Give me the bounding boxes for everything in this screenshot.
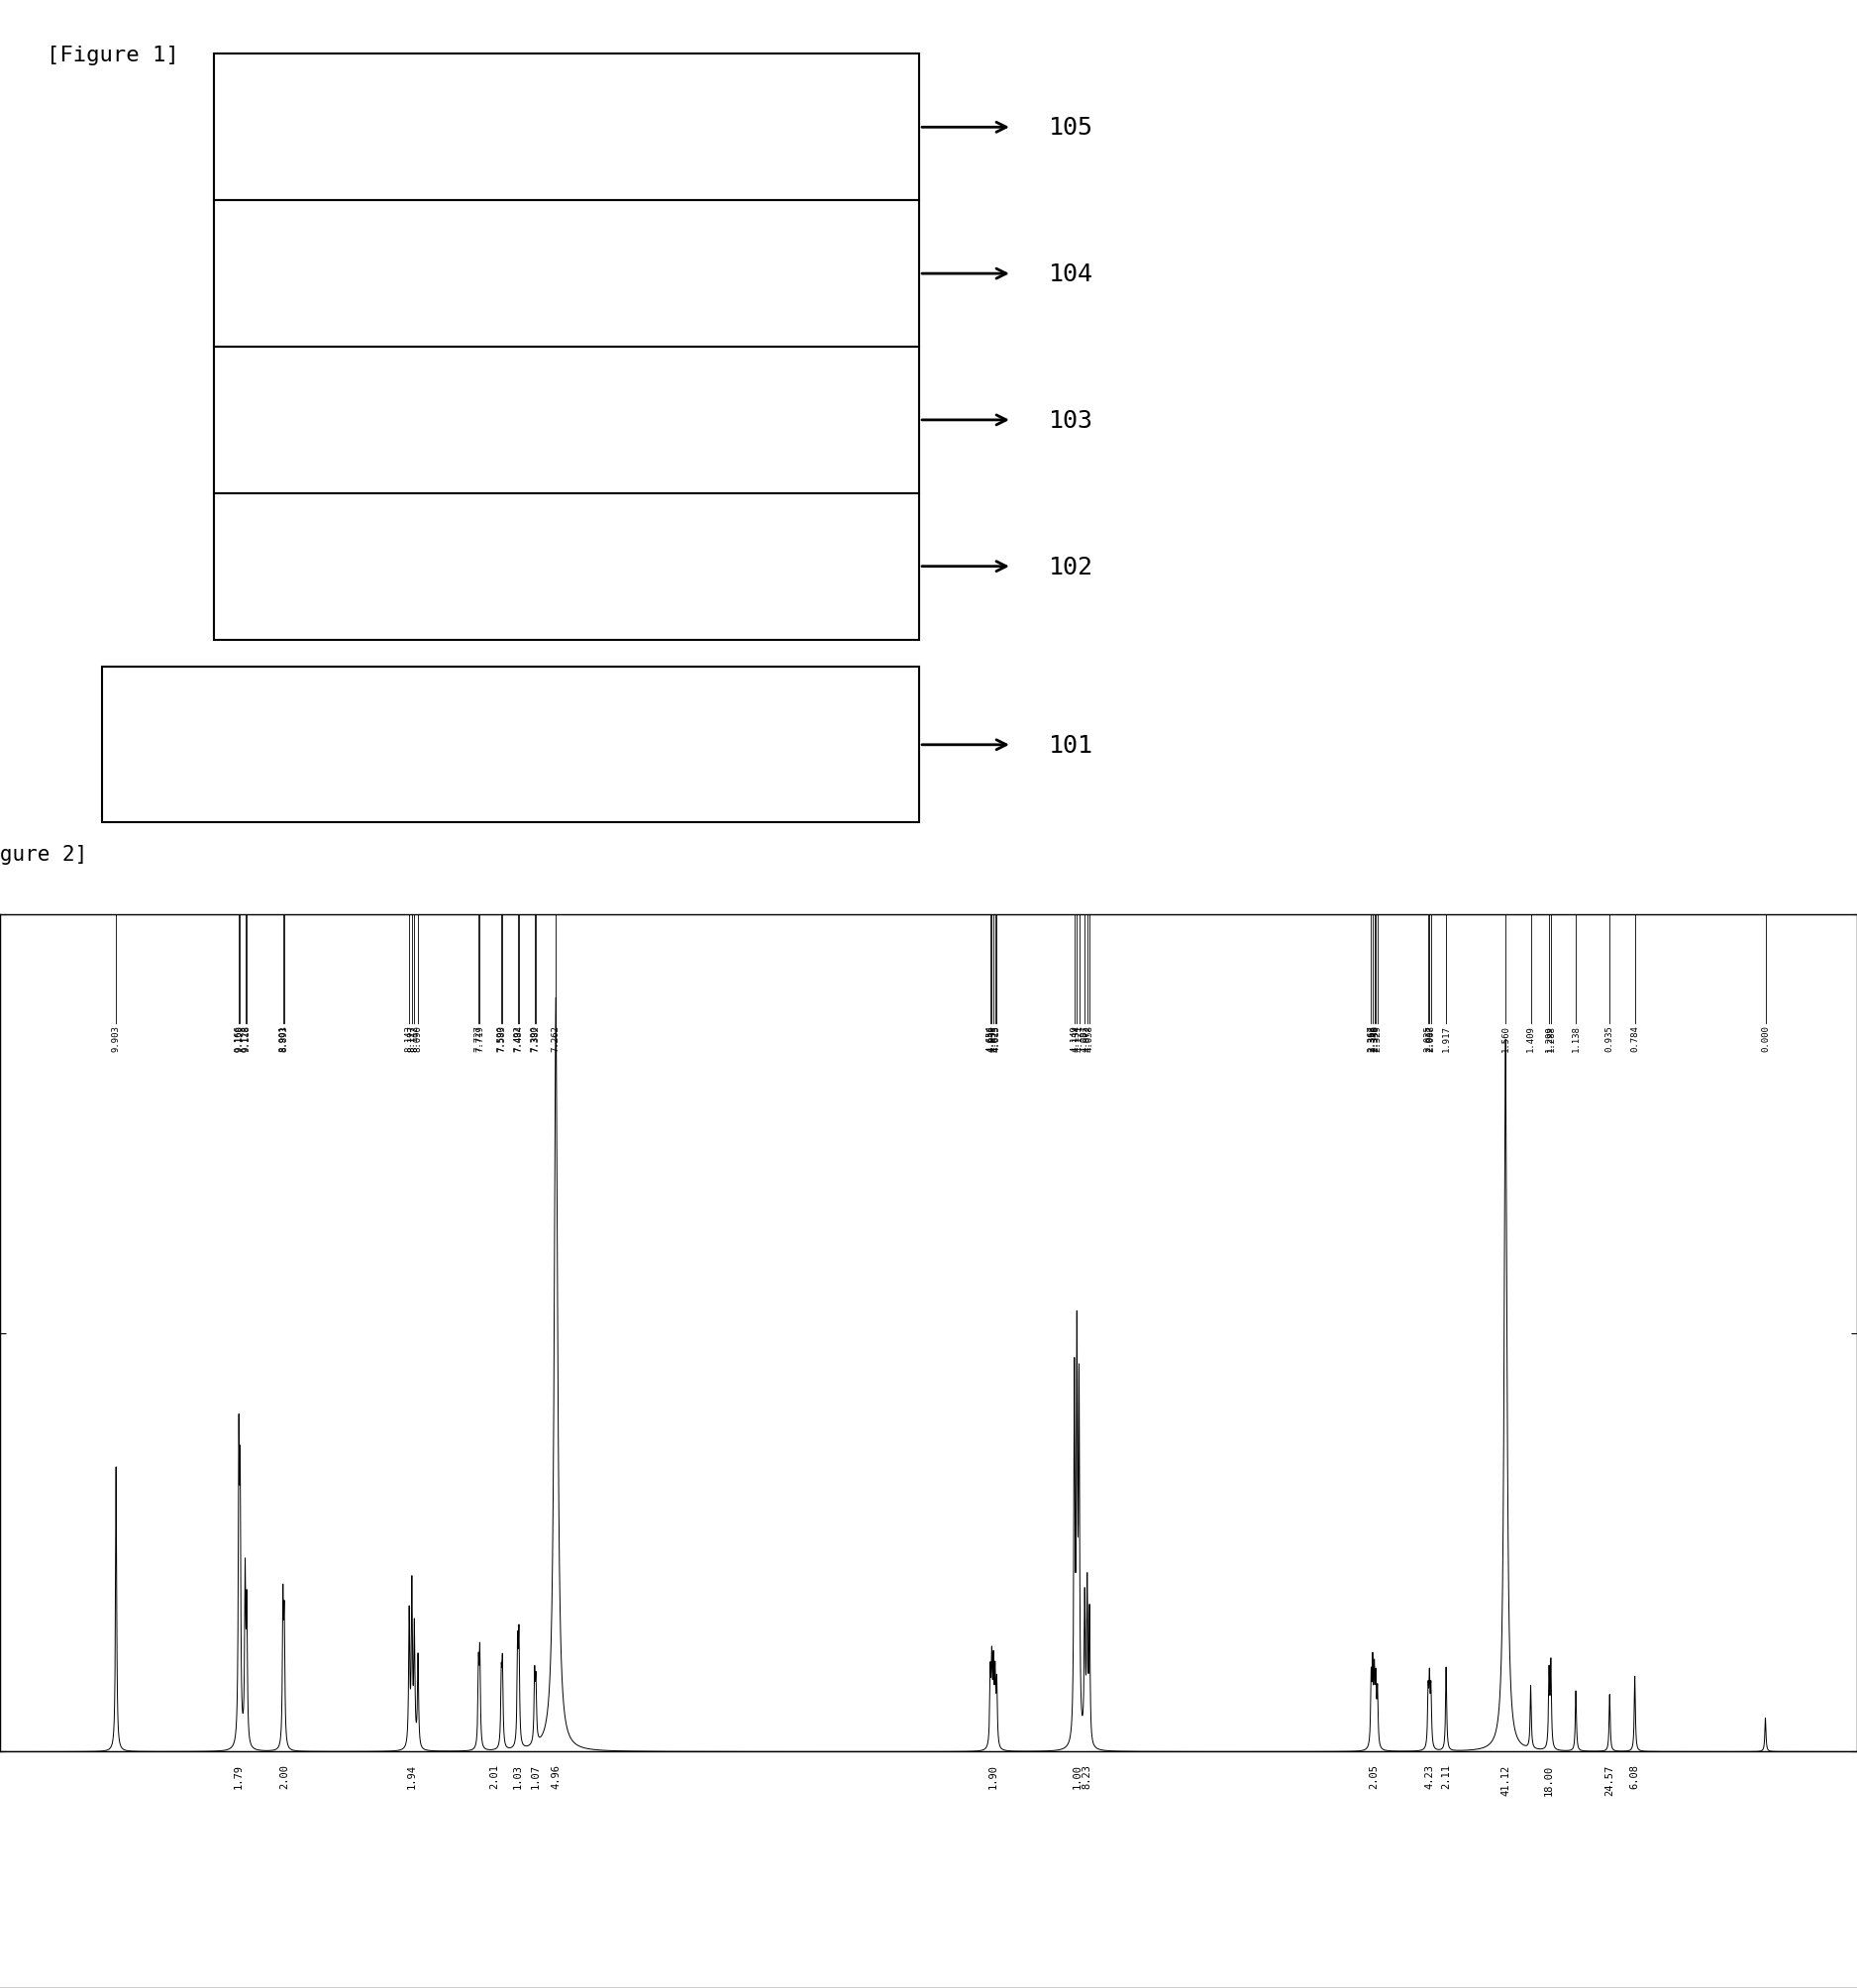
Text: 2.348: 2.348: [1370, 1026, 1378, 1052]
Text: 7.727: 7.727: [474, 1026, 483, 1052]
Text: 4.615: 4.615: [992, 1026, 1001, 1052]
Text: 2.00: 2.00: [279, 1763, 290, 1789]
Text: 4.654: 4.654: [986, 1026, 995, 1052]
Text: 41.12: 41.12: [1500, 1763, 1510, 1795]
Text: 2.017: 2.017: [1424, 1026, 1434, 1052]
Text: 7.390: 7.390: [529, 1026, 539, 1052]
Text: 7.719: 7.719: [475, 1026, 485, 1052]
Text: 8.893: 8.893: [280, 1026, 288, 1052]
Text: 2.329: 2.329: [1372, 1026, 1382, 1052]
Text: 2.11: 2.11: [1441, 1763, 1450, 1789]
Text: 4.058: 4.058: [1084, 1026, 1094, 1052]
Bar: [214, 201, 919, 348]
Text: 2.01: 2.01: [490, 1763, 500, 1789]
Text: 9.158: 9.158: [236, 1026, 245, 1052]
Text: 7.382: 7.382: [531, 1026, 540, 1052]
Text: 1.79: 1.79: [234, 1763, 243, 1789]
Text: 8.23: 8.23: [1083, 1763, 1092, 1789]
Text: 0.935: 0.935: [1604, 1026, 1614, 1052]
Text: 4.645: 4.645: [988, 1026, 995, 1052]
Text: 101: 101: [1049, 734, 1094, 757]
Text: 0.784: 0.784: [1630, 1026, 1640, 1052]
Text: 8.901: 8.901: [279, 1026, 288, 1052]
Text: 7.492: 7.492: [513, 1026, 522, 1052]
Text: 1.138: 1.138: [1571, 1026, 1580, 1052]
Bar: [214, 348, 919, 493]
Text: 8.090: 8.090: [414, 1026, 423, 1052]
Text: 9.166: 9.166: [234, 1026, 243, 1052]
Bar: [214, 493, 919, 640]
Text: 8.127: 8.127: [407, 1026, 416, 1052]
Text: 4.625: 4.625: [990, 1026, 999, 1052]
Bar: [214, 56, 919, 201]
Text: 105: 105: [1049, 115, 1094, 139]
Text: 1.299: 1.299: [1545, 1026, 1554, 1052]
Text: 7.262: 7.262: [552, 1026, 561, 1052]
Text: 4.23: 4.23: [1424, 1763, 1434, 1789]
Text: 4.96: 4.96: [552, 1763, 561, 1789]
Text: 9.128: 9.128: [241, 1026, 249, 1052]
Text: 2.025: 2.025: [1424, 1026, 1432, 1052]
Text: 1.288: 1.288: [1547, 1026, 1556, 1052]
Text: 1.409: 1.409: [1526, 1026, 1536, 1052]
Text: 7.590: 7.590: [498, 1026, 505, 1052]
Text: 8.112: 8.112: [410, 1026, 420, 1052]
Text: 103: 103: [1049, 410, 1094, 433]
Text: 1.917: 1.917: [1441, 1026, 1450, 1052]
Text: 4.121: 4.121: [1075, 1026, 1083, 1052]
Text: 24.57: 24.57: [1604, 1763, 1614, 1795]
Text: 1.07: 1.07: [531, 1763, 540, 1789]
Text: 18.00: 18.00: [1545, 1763, 1554, 1795]
Text: 8.143: 8.143: [405, 1026, 414, 1052]
Bar: [102, 668, 919, 823]
Text: 2.367: 2.367: [1367, 1026, 1376, 1052]
Text: 2.008: 2.008: [1426, 1026, 1435, 1052]
Text: 1.00: 1.00: [1071, 1763, 1083, 1789]
Text: 4.149: 4.149: [1070, 1026, 1079, 1052]
Text: 9.903: 9.903: [111, 1026, 121, 1052]
Text: 1.560: 1.560: [1500, 1026, 1510, 1052]
Text: 1.90: 1.90: [988, 1763, 999, 1789]
Text: 2.05: 2.05: [1369, 1763, 1380, 1789]
Text: 9.118: 9.118: [243, 1026, 251, 1052]
Text: [Figure 1]: [Figure 1]: [46, 46, 178, 66]
Text: 7.583: 7.583: [498, 1026, 507, 1052]
Text: 4.087: 4.087: [1081, 1026, 1090, 1052]
Text: 4.072: 4.072: [1083, 1026, 1092, 1052]
Text: 2.358: 2.358: [1369, 1026, 1378, 1052]
Text: 1.03: 1.03: [513, 1763, 524, 1789]
Text: 0.000: 0.000: [1760, 1026, 1770, 1052]
Text: 104: 104: [1049, 262, 1094, 286]
Text: [Figure 2]: [Figure 2]: [0, 845, 87, 865]
Text: 102: 102: [1049, 555, 1094, 579]
Text: 4.134: 4.134: [1073, 1026, 1081, 1052]
Text: 7.484: 7.484: [514, 1026, 524, 1052]
Text: 2.339: 2.339: [1370, 1026, 1380, 1052]
Text: 1.94: 1.94: [407, 1763, 416, 1789]
Text: 6.08: 6.08: [1630, 1763, 1640, 1789]
Text: 4.635: 4.635: [990, 1026, 997, 1052]
